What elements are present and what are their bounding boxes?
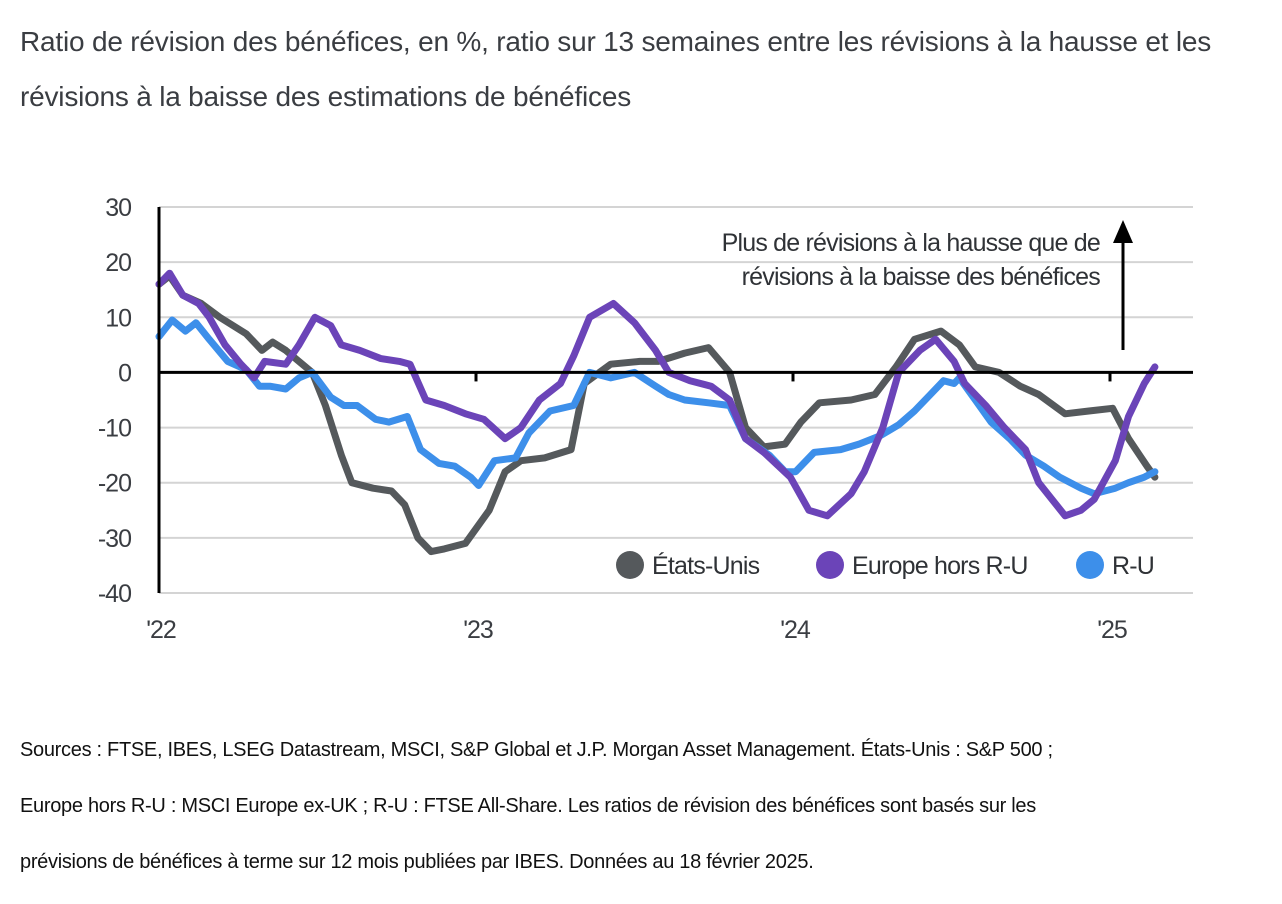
legend-item-etats-unis: États-Unis	[616, 551, 760, 580]
annotation-line-2: révisions à la baisse des bénéfices	[742, 263, 1101, 291]
x-tick-label: '25	[1097, 616, 1127, 644]
legend-swatch-icon	[616, 551, 644, 579]
y-tick-label: -10	[98, 415, 131, 443]
annotation-line-1: Plus de révisions à la hausse que de	[722, 229, 1100, 257]
annotation: Plus de révisions à la hausse que de rév…	[722, 220, 1133, 350]
legend-swatch-icon	[1076, 551, 1104, 579]
series-line-europe-hors-r-u	[155, 269, 1159, 520]
y-tick-label: -20	[98, 470, 131, 498]
y-tick-label: 30	[105, 194, 131, 222]
source-notes-line-1: Sources : FTSE, IBES, LSEG Datastream, M…	[20, 739, 1053, 761]
legend-label: États-Unis	[652, 551, 760, 580]
source-notes-line-2: Europe hors R-U : MSCI Europe ex-UK ; R-…	[20, 795, 1036, 817]
legend: États-Unis Europe hors R-U R-U	[616, 551, 1155, 580]
gridlines	[159, 206, 1193, 594]
x-tick-label: '22	[146, 616, 176, 644]
legend-label: Europe hors R-U	[852, 552, 1028, 580]
line-chart: 30 20 10 0 -10 -20 -30 -40 '22 '23 '24 '25 Plus de…	[98, 194, 1193, 644]
up-arrow-icon	[1113, 220, 1133, 243]
legend-item-europe-hors-r-u: Europe hors R-U	[816, 551, 1028, 580]
x-tick-label: '23	[463, 616, 493, 644]
x-tick-label: '24	[780, 616, 811, 644]
y-tick-label: -30	[98, 525, 131, 553]
legend-label: R-U	[1112, 552, 1154, 580]
legend-swatch-icon	[816, 551, 844, 579]
y-tick-label: 20	[105, 249, 131, 277]
y-tick-label: 0	[118, 359, 131, 387]
y-tick-label: -40	[98, 580, 131, 608]
x-axis-ticks: '22 '23 '24 '25	[146, 616, 1128, 644]
source-notes: Sources : FTSE, IBES, LSEG Datastream, M…	[20, 722, 1270, 890]
y-axis-ticks: 30 20 10 0 -10 -20 -30 -40	[98, 194, 132, 608]
y-tick-label: 10	[105, 304, 131, 332]
chart-title: Ratio de révision des bénéfices, en %, r…	[20, 26, 1212, 112]
source-notes-line-3: prévisions de bénéfices à terme sur 12 m…	[20, 851, 814, 873]
legend-item-r-u: R-U	[1076, 551, 1155, 580]
zero-line-year-ticks	[474, 372, 1112, 382]
series-line-r-u	[155, 316, 1159, 498]
series-lines	[155, 269, 1159, 556]
